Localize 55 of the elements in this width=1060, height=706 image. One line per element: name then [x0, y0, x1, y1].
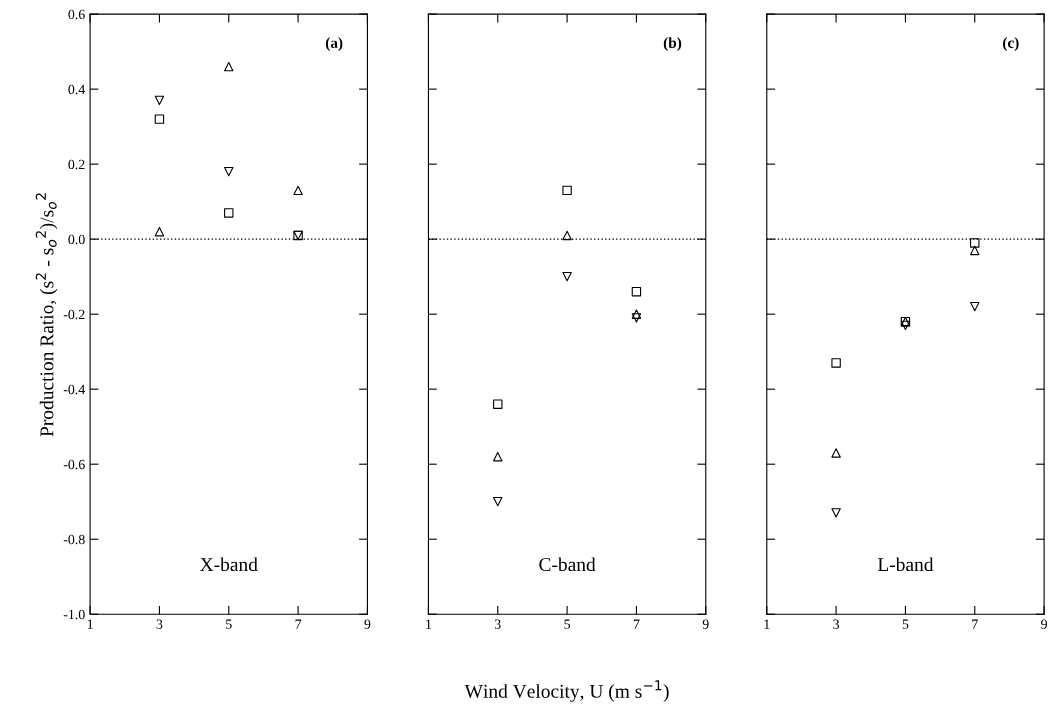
- x-tick-label: 3: [156, 619, 163, 629]
- point: [224, 166, 234, 177]
- x-tick-label: 3: [494, 619, 501, 629]
- x-tick-label: 5: [564, 619, 571, 629]
- x-tick-label: 9: [702, 619, 709, 629]
- y-tick-label: -0.8: [63, 534, 85, 545]
- point: [970, 238, 980, 248]
- x-tick-label: 7: [972, 619, 978, 629]
- point: [562, 230, 572, 241]
- y-tick-label: -0.6: [63, 459, 85, 470]
- point: [831, 448, 841, 458]
- point: [154, 114, 165, 124]
- y-tick-label: 0.6: [68, 9, 85, 20]
- annotation: L-band: [877, 557, 934, 572]
- point: [154, 226, 165, 237]
- x-tick-label: 9: [364, 619, 371, 629]
- point: [493, 399, 503, 409]
- y-tick-label: -1.0: [63, 609, 85, 620]
- point: [831, 508, 841, 518]
- y-tick-label: 0.2: [68, 159, 85, 170]
- x-tick-label: 7: [295, 619, 302, 629]
- x-tick-label: 5: [902, 619, 909, 629]
- point: [631, 313, 642, 323]
- point: [631, 286, 642, 297]
- annotation: (c): [1003, 37, 1019, 52]
- point: [154, 95, 165, 106]
- x-tick-label: 5: [226, 619, 232, 629]
- x-tick-label: 3: [833, 619, 840, 629]
- point: [631, 309, 642, 319]
- point: [970, 301, 980, 312]
- x-tick-label: 9: [1041, 619, 1047, 629]
- point: [900, 320, 911, 331]
- y-tick-label: -0.2: [63, 309, 85, 320]
- point: [224, 61, 234, 72]
- point: [293, 185, 303, 196]
- x-tick-label: 1: [764, 619, 770, 629]
- point: [562, 271, 572, 282]
- point: [224, 208, 234, 218]
- y-axis-title: Production Ratio, (s$^{2}$ - s$_{o}$$^{2}$)/s$_{o}$$^{2}$: [35, 193, 58, 437]
- y-tick-label: 0.0: [68, 234, 85, 245]
- point: [970, 245, 980, 256]
- annotation: (b): [663, 37, 682, 52]
- y-tick-label: 0.4: [68, 84, 86, 95]
- point: [831, 358, 841, 368]
- annotation: X-band: [200, 557, 258, 572]
- x-axis-title: Wind Velocity, U (m s$^{−1}$): [464, 680, 669, 702]
- x-tick-label: 1: [426, 619, 432, 629]
- annotation: C-band: [539, 557, 596, 572]
- x-tick-label: 1: [87, 619, 93, 629]
- point: [493, 451, 503, 462]
- point: [562, 185, 572, 196]
- annotation: (a): [325, 37, 343, 52]
- y-tick-label: -0.4: [63, 384, 86, 395]
- point: [493, 496, 503, 507]
- x-tick-label: 7: [633, 619, 640, 629]
